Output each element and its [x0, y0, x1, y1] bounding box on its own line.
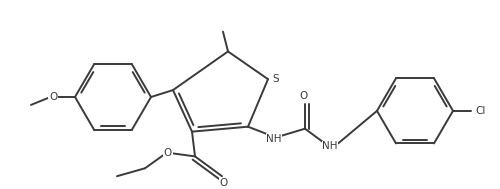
Text: NH: NH [266, 134, 282, 144]
Text: O: O [299, 91, 307, 101]
Text: Cl: Cl [476, 106, 486, 116]
Text: O: O [164, 148, 172, 158]
Text: O: O [220, 178, 228, 188]
Text: S: S [272, 74, 280, 84]
Text: NH: NH [322, 142, 338, 152]
Text: O: O [49, 92, 57, 102]
